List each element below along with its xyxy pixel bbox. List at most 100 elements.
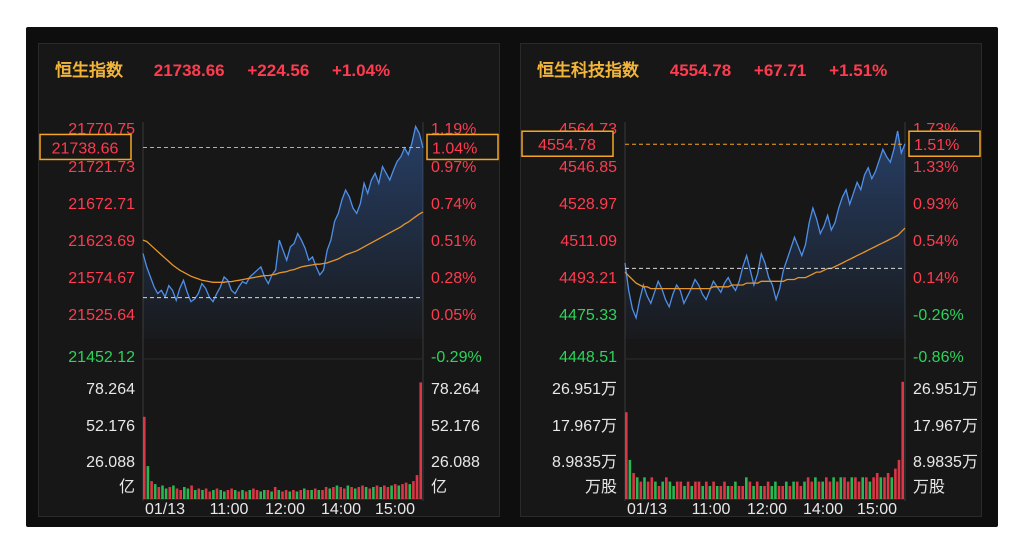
- volume-bar: [401, 484, 404, 499]
- current-pct-label: 1.51%: [914, 137, 959, 154]
- volume-bar: [672, 486, 675, 499]
- volume-tick-label: 78.264: [86, 381, 135, 398]
- volume-tick-label: 26.088: [86, 454, 135, 471]
- volume-bar: [368, 488, 372, 499]
- volume-bar: [241, 490, 244, 499]
- volume-bar: [317, 490, 321, 499]
- volume-bar: [814, 477, 817, 499]
- volume-bar: [161, 485, 164, 499]
- volume-bar: [310, 490, 313, 499]
- volume-bar: [303, 488, 306, 499]
- volume-bar: [708, 486, 712, 499]
- volume-bar: [679, 481, 683, 499]
- time-axis-label: 15:00: [375, 501, 415, 518]
- volume-bar: [686, 481, 690, 499]
- volume-bar: [397, 485, 401, 499]
- volume-bar: [654, 481, 657, 499]
- hang-seng-chart[interactable]: 21770.7521721.7321672.7121623.6921574.67…: [39, 44, 501, 518]
- volume-bar: [828, 481, 832, 499]
- index-name: 恒生科技指数: [537, 61, 639, 80]
- last-price: 4554.78: [669, 61, 732, 80]
- volume-tick-label: 8.9835万: [552, 454, 617, 471]
- price-line: [142, 124, 424, 303]
- volume-bar: [861, 477, 864, 499]
- pct-tick-label: 0.54%: [913, 233, 958, 250]
- time-axis-label: 12:00: [265, 501, 305, 518]
- volume-bar: [226, 490, 230, 499]
- volume-bar: [886, 473, 890, 499]
- volume-bar: [252, 488, 255, 499]
- volume-unit-left: 亿: [119, 478, 135, 496]
- volume-bar: [810, 481, 814, 499]
- volume-bar: [694, 481, 697, 499]
- pct-tick-label: 0.14%: [913, 270, 958, 287]
- current-price-label: 4554.78: [538, 137, 596, 154]
- volume-bar: [306, 490, 310, 499]
- volume-bar: [821, 481, 824, 499]
- volume-bar: [675, 481, 679, 499]
- volume-bar: [665, 477, 668, 499]
- price-tick-label: 4493.21: [559, 270, 617, 287]
- volume-bar: [255, 490, 259, 499]
- volume-bar: [190, 485, 193, 499]
- current-pct-label: 1.04%: [432, 140, 477, 157]
- volume-bar: [346, 485, 350, 499]
- price-tick-label: 21452.12: [68, 349, 135, 366]
- volume-bar: [281, 491, 284, 499]
- time-axis-label: 14:00: [803, 501, 843, 518]
- volume-bar: [890, 477, 894, 499]
- average-line: [142, 211, 424, 283]
- volume-bar: [332, 487, 335, 499]
- volume-bar: [404, 482, 408, 499]
- volume-bar: [883, 477, 886, 499]
- volume-bar: [215, 488, 219, 499]
- volume-bar: [313, 488, 317, 499]
- volume-bar: [777, 486, 781, 499]
- volume-tick-label: 26.951万: [552, 381, 617, 398]
- volume-bar: [875, 473, 879, 499]
- volume-unit-left: 万股: [585, 478, 617, 496]
- change-percent: +1.51%: [829, 61, 888, 80]
- volume-bar: [763, 486, 766, 499]
- volume-bar: [179, 490, 182, 499]
- volume-bar: [335, 485, 339, 499]
- volume-bar: [781, 486, 784, 499]
- volume-bar: [175, 488, 179, 499]
- pct-tick-label: 0.93%: [913, 196, 958, 213]
- time-axis-label: 11:00: [210, 501, 249, 518]
- volume-bar: [901, 381, 904, 499]
- volume-tick-label: 26.088: [431, 454, 480, 471]
- price-tick-label: 21574.67: [68, 270, 135, 287]
- price-tick-label: 4528.97: [559, 196, 617, 213]
- volume-bar: [770, 486, 774, 499]
- volume-bar: [894, 468, 897, 499]
- volume-bar: [839, 477, 843, 499]
- volume-tick-label: 17.967万: [913, 418, 978, 435]
- volume-bar: [730, 486, 734, 499]
- hang-seng-tech-chart[interactable]: 4564.734546.854528.974511.094493.214475.…: [521, 44, 983, 518]
- volume-bar: [646, 481, 650, 499]
- volume-bar: [266, 490, 270, 499]
- price-line: [624, 130, 906, 321]
- price-tick-label: 21721.73: [68, 159, 135, 176]
- volume-bar: [223, 491, 226, 499]
- volume-bar: [292, 490, 295, 499]
- volume-bar: [650, 477, 654, 499]
- volume-bar: [328, 488, 332, 499]
- price-tick-label: 4546.85: [559, 159, 617, 176]
- volume-bar: [284, 490, 288, 499]
- volume-bar: [208, 491, 212, 499]
- price-area: [625, 131, 905, 339]
- volume-bar: [701, 486, 704, 499]
- volume-bar: [785, 481, 788, 499]
- chart-frame: 恒生指数 21738.66 +224.56 +1.04% 21770.75 217…: [26, 27, 998, 527]
- pct-tick-label: 1.33%: [913, 159, 958, 176]
- volume-bar: [393, 484, 397, 499]
- volume-bar: [697, 481, 701, 499]
- index-name: 恒生指数: [55, 61, 123, 80]
- pct-tick-label: -0.26%: [913, 307, 964, 324]
- change-value: +67.71: [753, 61, 807, 80]
- volume-bar: [412, 481, 415, 499]
- volume-bar: [193, 490, 197, 499]
- volume-bar: [835, 481, 839, 499]
